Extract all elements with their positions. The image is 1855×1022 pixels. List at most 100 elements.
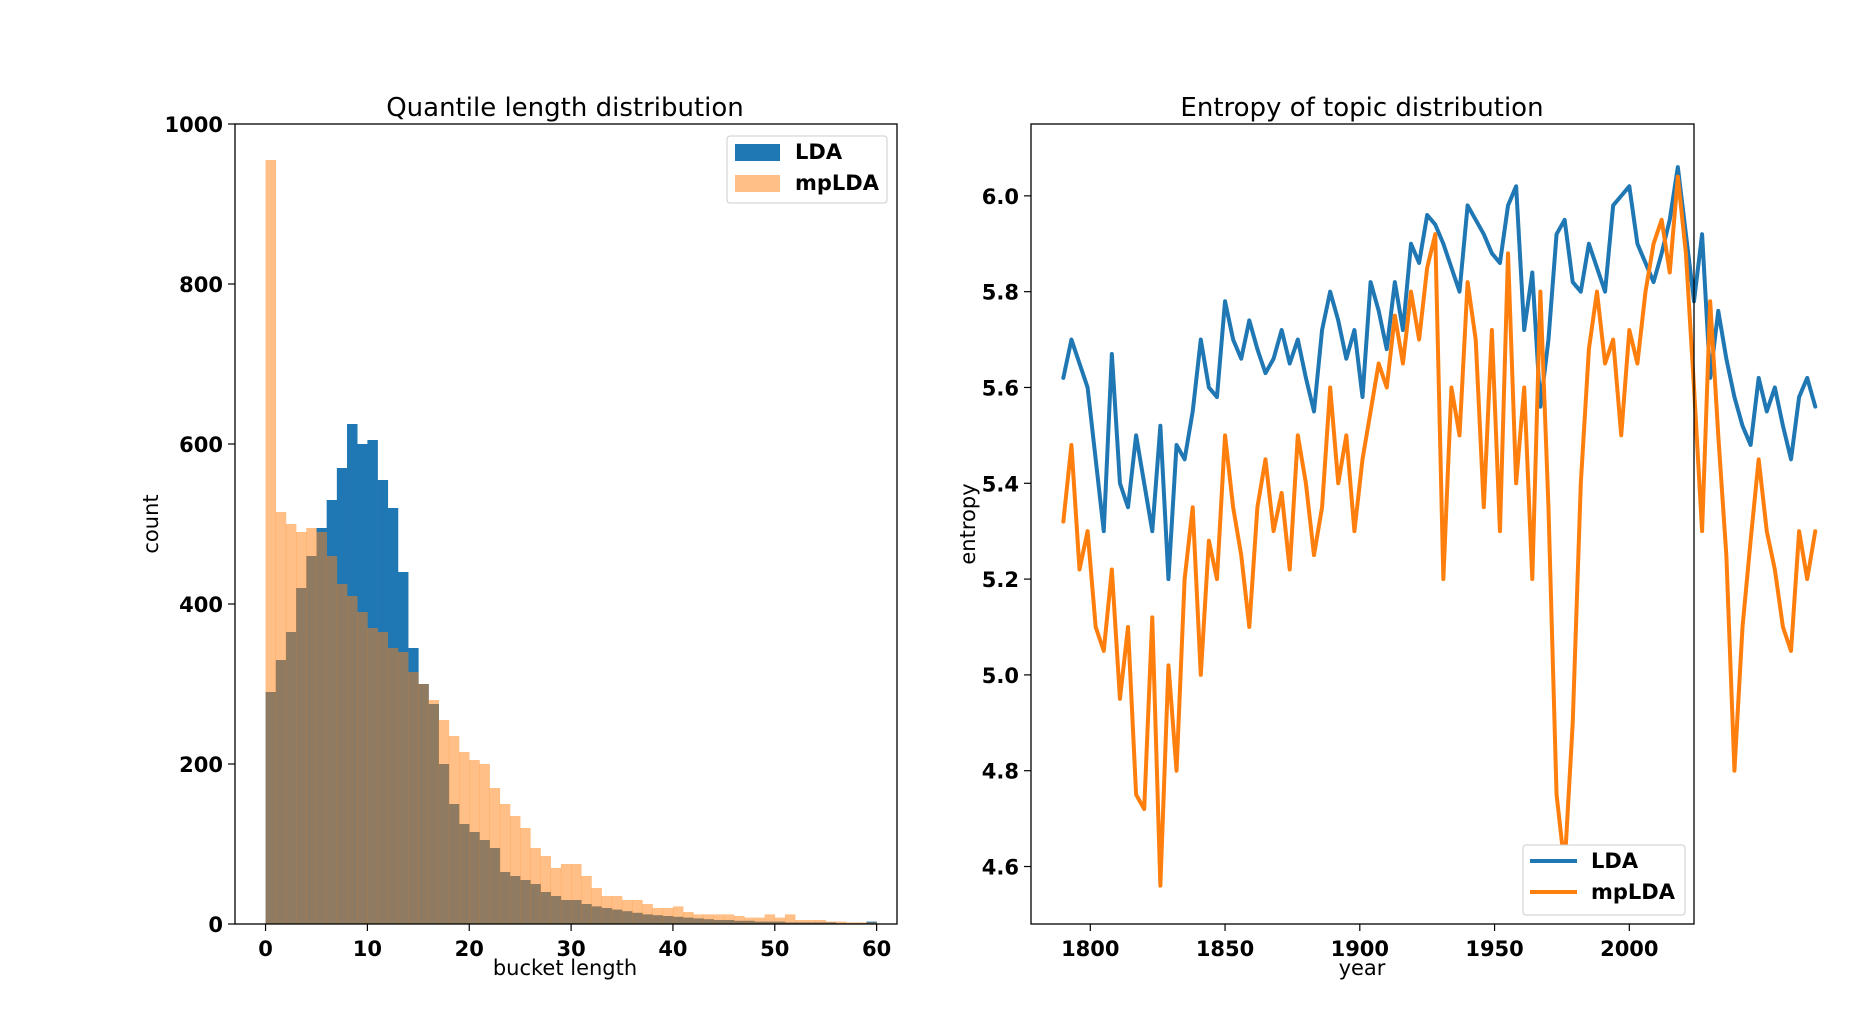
histogram-bar-mplda [611, 896, 623, 924]
histogram-bar-mplda [459, 752, 470, 924]
histogram-bar-mplda [856, 922, 867, 924]
histogram-x-label: bucket length [493, 956, 637, 980]
histogram-y-tick-label: 400 [179, 593, 223, 617]
histogram-bar-mplda [672, 906, 684, 924]
histogram-bar-mplda [316, 532, 327, 924]
histogram-bar-mplda [591, 888, 602, 924]
histogram-bar-mplda [815, 920, 826, 924]
histogram-x-tick-label: 20 [455, 937, 484, 961]
histogram-y-tick-label: 800 [179, 273, 223, 297]
histogram-x-tick-label: 60 [862, 937, 891, 961]
histogram-bar-mplda [367, 628, 378, 924]
histogram-bars [265, 160, 877, 924]
histogram-bar-mplda [438, 720, 450, 924]
histogram-bar-mplda [540, 856, 552, 924]
entropy-legend-label-lda: LDA [1591, 849, 1639, 873]
histogram-bar-mplda [377, 632, 389, 924]
histogram-panel: Quantile length distribution 0 10 20 30 40 50… [139, 93, 898, 980]
histogram-bar-mplda [489, 788, 501, 924]
histogram-bar-mplda [693, 914, 704, 924]
histogram-bar-mplda [550, 868, 562, 924]
histogram-legend-label-lda: LDA [795, 140, 843, 164]
histogram-bar-mplda [846, 922, 857, 924]
histogram-bar-mplda [326, 556, 338, 924]
histogram-bar-mplda [652, 908, 664, 924]
entropy-title: Entropy of topic distribution [1180, 93, 1543, 123]
histogram-bar-mplda [397, 652, 409, 924]
histogram-bar-mplda [866, 922, 877, 924]
histogram-bar-mplda [764, 914, 776, 924]
entropy-y-tick-label: 5.2 [982, 568, 1019, 592]
histogram-bar-mplda [357, 612, 368, 924]
histogram-bar-mplda [571, 864, 582, 924]
histogram-bar-mplda [448, 736, 460, 924]
histogram-bar-mplda [835, 921, 847, 924]
histogram-bar-mplda [805, 920, 816, 924]
histogram-bar-mplda [784, 914, 796, 924]
histogram-bar-mplda [520, 828, 531, 924]
histogram-y-label: count [139, 494, 163, 553]
entropy-y-tick-label: 5.0 [982, 664, 1019, 688]
histogram-x-tick-label: 40 [658, 937, 687, 961]
entropy-lines [1061, 165, 1818, 888]
histogram-bar-mplda [499, 804, 511, 924]
histogram-bar-mplda [275, 512, 287, 924]
histogram-bar-mplda [336, 584, 348, 924]
entropy-y-tick-label: 5.8 [982, 281, 1019, 305]
histogram-bar-mplda [560, 864, 572, 924]
histogram-y-tick-label: 1000 [165, 113, 223, 137]
histogram-legend-swatch-lda [735, 144, 780, 161]
entropy-legend-label-mplda: mpLDA [1591, 880, 1676, 904]
histogram-bar-mplda [632, 900, 643, 924]
histogram-bar-mplda [774, 917, 786, 924]
histogram-bar-mplda [408, 672, 419, 924]
entropy-y-tick-label: 4.8 [982, 760, 1019, 784]
entropy-y-label: entropy [956, 483, 980, 564]
entropy-x-tick-label: 1800 [1061, 937, 1119, 961]
histogram-bar-mplda [347, 596, 358, 924]
histogram-y-tick-label: 0 [208, 913, 223, 937]
histogram-legend: LDA mpLDA [726, 135, 888, 204]
histogram-bar-mplda [734, 916, 745, 924]
entropy-y-tick-label: 6.0 [982, 185, 1019, 209]
histogram-bar-mplda [509, 816, 521, 924]
entropy-y-tick-label: 5.6 [982, 376, 1019, 400]
histogram-x-tick-label: 10 [353, 937, 382, 961]
histogram-x-tick-label: 0 [258, 937, 273, 961]
histogram-x-tick-label: 50 [760, 937, 789, 961]
histogram-bar-mplda [469, 760, 480, 924]
histogram-bar-mplda [387, 648, 399, 924]
histogram-series-mplda [265, 160, 877, 924]
entropy-x-tick-label: 1900 [1331, 937, 1389, 961]
histogram-bar-mplda [723, 914, 735, 924]
histogram-bar-mplda [306, 528, 317, 924]
histogram-bar-mplda [825, 921, 837, 924]
histogram-bar-mplda [713, 914, 725, 924]
histogram-bar-mplda [479, 764, 490, 924]
histogram-bar-mplda [285, 524, 297, 924]
histogram-y-ticks: 0 200 400 600 800 1000 [165, 113, 235, 937]
histogram-bar-mplda [418, 684, 429, 924]
histogram-bar-mplda [662, 908, 674, 924]
entropy-y-tick-label: 5.4 [982, 472, 1019, 496]
entropy-x-label: year [1339, 956, 1386, 980]
entropy-x-ticks: 1800 1850 1900 1950 2000 [1061, 924, 1659, 961]
entropy-axes-frame [1030, 123, 1695, 925]
entropy-x-tick-label: 2000 [1600, 937, 1658, 961]
histogram-axes-frame [234, 123, 898, 925]
entropy-y-tick-label: 4.6 [982, 856, 1019, 880]
entropy-x-tick-label: 1950 [1465, 937, 1523, 961]
histogram-legend-label-mplda: mpLDA [795, 171, 880, 195]
histogram-bar-mplda [530, 848, 541, 924]
histogram-x-tick-label: 30 [556, 937, 585, 961]
entropy-x-tick-label: 1850 [1196, 937, 1254, 961]
histogram-bar-mplda [642, 904, 653, 924]
histogram-bar-mplda [265, 160, 277, 924]
histogram-bar-mplda [296, 532, 307, 924]
histogram-bar-mplda [744, 917, 755, 924]
histogram-bar-mplda [703, 914, 714, 924]
entropy-line-mplda [1061, 174, 1818, 888]
histogram-bar-mplda [754, 917, 765, 924]
histogram-title: Quantile length distribution [386, 93, 744, 123]
